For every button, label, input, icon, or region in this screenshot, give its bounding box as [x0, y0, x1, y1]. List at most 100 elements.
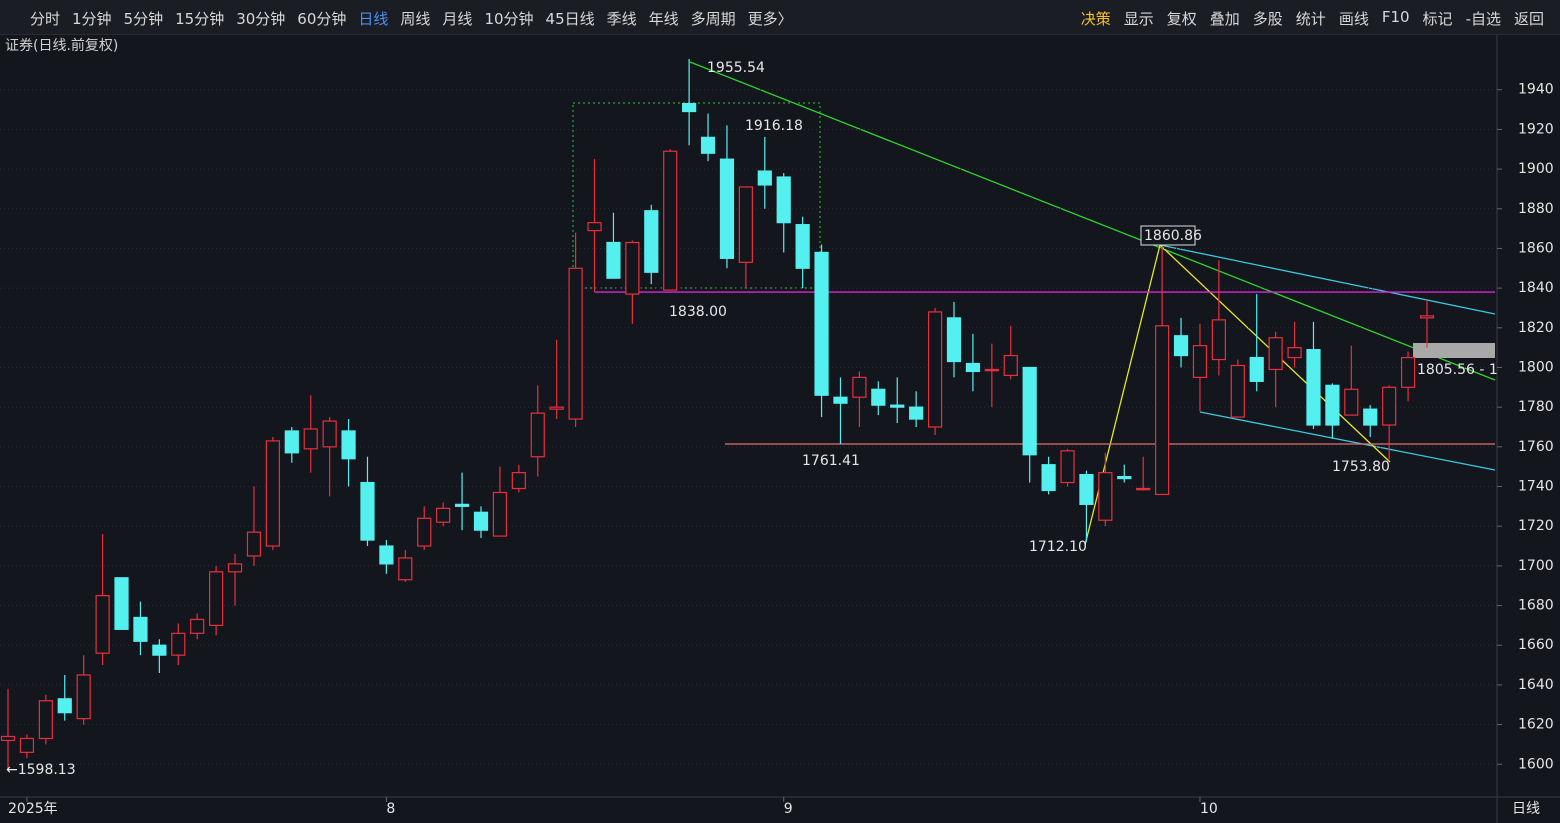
candle-body [95, 595, 110, 654]
annotation: 1761.41 [802, 453, 860, 469]
tool[interactable]: 画线 [1338, 10, 1369, 28]
annotation: 1955.54 [707, 60, 765, 76]
candle-body [1098, 472, 1113, 521]
y-tick-label: 1860 [1518, 240, 1554, 256]
candle-body [738, 186, 753, 263]
tool[interactable]: 返回 [1513, 10, 1544, 28]
candle-body [927, 311, 943, 428]
x-tick-label: 10 [1200, 801, 1218, 817]
toolbar: 分时 1分钟 5分钟 15分钟 30分钟 60分钟 日线 周线 月线 10分钟 45日线 季线 年线 多周… [0, 0, 1560, 35]
y-tick-label: 1760 [1518, 439, 1554, 455]
annotation: 1712.10 [1029, 539, 1087, 555]
candle-body [1003, 354, 1018, 377]
candle-body [795, 224, 810, 269]
plot-area [0, 35, 1497, 797]
tool[interactable]: 标记 [1422, 10, 1453, 28]
tool[interactable]: 显示 [1123, 10, 1154, 28]
y-tick-label: 1780 [1518, 399, 1554, 415]
candle-body [1419, 315, 1435, 319]
candle-body [1249, 356, 1264, 382]
candle-body [852, 376, 867, 398]
tool[interactable]: 复权 [1166, 10, 1197, 28]
tab[interactable]: 分时 [30, 10, 61, 28]
trend-line [1159, 244, 1496, 315]
candle-body [1400, 356, 1416, 388]
tool[interactable]: F10 [1381, 8, 1410, 26]
price-tag [1413, 343, 1495, 358]
candle-body [606, 241, 621, 279]
candle-body [1117, 475, 1132, 480]
candle-body [379, 545, 394, 565]
candle-body [984, 368, 999, 372]
y-tick-label: 1800 [1518, 359, 1554, 375]
candle-body [1230, 364, 1245, 418]
candle-body [757, 170, 772, 186]
candle-body [1287, 347, 1302, 359]
tab[interactable]: 月线 [442, 10, 473, 28]
tab[interactable]: 年线 [648, 10, 679, 28]
annotation: 1860.86 [1144, 228, 1202, 244]
candle-body [265, 440, 280, 547]
candle-body [682, 103, 697, 113]
candle-body [76, 674, 91, 720]
annotation: 1916.18 [745, 118, 803, 134]
tab[interactable]: 10分钟 [484, 10, 534, 28]
candle-body [246, 531, 262, 557]
trend-line [689, 61, 1496, 381]
candle-body [568, 267, 583, 420]
candle-body [1268, 337, 1283, 371]
tab[interactable]: 60分钟 [297, 10, 347, 28]
y-tick-label: 1840 [1518, 280, 1554, 296]
tab[interactable]: 周线 [400, 10, 431, 28]
period-label: 日线 [1512, 801, 1540, 817]
candle-body [0, 735, 16, 742]
candle-body [473, 511, 489, 531]
tools: 决策 显示 复权 叠加 多股 统计 画线 F10 标记 -自选 返回 [1081, 8, 1544, 29]
candle-body [530, 412, 545, 458]
candle-body [909, 406, 924, 420]
candle-body [114, 577, 129, 630]
candle-body [57, 698, 72, 714]
candle-body [436, 507, 451, 523]
annotation: 1753.80 [1332, 459, 1390, 475]
tool[interactable]: 决策 [1080, 10, 1111, 28]
tool[interactable]: 统计 [1295, 10, 1326, 28]
candle-body [227, 563, 243, 573]
tab[interactable]: 多周期 [690, 10, 736, 28]
tab[interactable]: 1分钟 [72, 10, 112, 28]
candle-body [814, 251, 829, 396]
candle-body [1192, 345, 1208, 378]
candle-body [209, 571, 224, 626]
y-tick-label: 1900 [1518, 161, 1554, 177]
candle-body [511, 472, 526, 490]
candle-body [549, 406, 564, 410]
candle-body [1041, 464, 1056, 492]
y-tick-label: 1880 [1518, 201, 1554, 217]
tab[interactable]: 45日线 [545, 10, 595, 28]
candle-body [454, 503, 470, 507]
y-tick-label: 1660 [1518, 637, 1554, 653]
candle-body [1382, 386, 1397, 426]
x-tick-label: 8 [386, 801, 395, 817]
y-tick-label: 1680 [1518, 598, 1554, 614]
candle-body [398, 557, 413, 581]
tab[interactable]: 5分钟 [123, 10, 164, 28]
candle-body [417, 517, 432, 547]
tool[interactable]: 多股 [1252, 10, 1283, 28]
trend-line [1199, 411, 1496, 471]
tool[interactable]: -自选 [1465, 10, 1501, 28]
y-tick-label: 1940 [1518, 82, 1554, 98]
tab[interactable]: 日线 [358, 10, 389, 28]
tab[interactable]: 更多〉 [747, 10, 793, 28]
tab[interactable]: 季线 [606, 10, 637, 28]
tool[interactable]: 叠加 [1209, 10, 1240, 28]
candle-body [871, 388, 886, 406]
candle-body [341, 430, 356, 460]
tab[interactable]: 30分钟 [236, 10, 286, 28]
candle-body [1325, 384, 1340, 426]
y-tick-label: 1600 [1518, 756, 1554, 772]
tab[interactable]: 15分钟 [175, 10, 225, 28]
label-box [1140, 225, 1196, 246]
